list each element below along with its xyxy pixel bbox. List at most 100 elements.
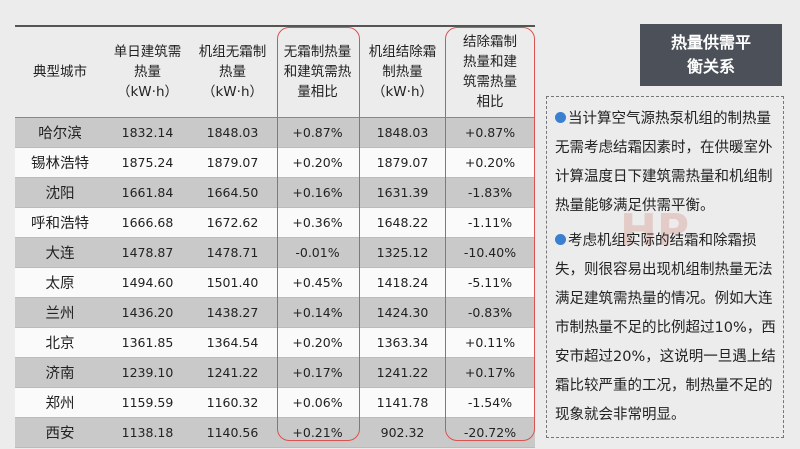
value-cell: 1631.39 (360, 177, 445, 208)
value-cell: -1.11% (445, 207, 535, 238)
value-cell: 1666.68 (105, 207, 190, 238)
value-cell: +0.45% (275, 267, 360, 298)
value-cell: 1160.32 (190, 387, 275, 418)
value-cell: 1879.07 (190, 147, 275, 178)
header-line: （kW·h） (201, 84, 263, 100)
value-cell: 1364.54 (190, 327, 275, 358)
value-cell: +0.87% (445, 117, 535, 148)
bullet (555, 112, 566, 123)
city-cell: 济南 (15, 357, 105, 388)
value-cell: 1664.50 (190, 177, 275, 208)
value-cell: +0.87% (275, 117, 360, 148)
value-cell: 1478.87 (105, 237, 190, 268)
value-cell: +0.06% (275, 387, 360, 418)
header-row: 典型城市 单日建筑需热量 （kW·h） 机组无霜制热量 （kW·h） 无霜制热量和建筑需热… (15, 25, 535, 118)
value-cell: 902.32 (360, 417, 445, 448)
header-cell: 无霜制热量和建筑需热量相比 (275, 25, 360, 118)
city-cell: 兰州 (15, 297, 105, 328)
table-row: 太原 1494.60 1501.40 +0.45% 1418.24 -5.11% (15, 267, 535, 298)
value-cell: 1436.20 (105, 297, 190, 328)
highlight-box (445, 27, 535, 441)
value-cell: -5.11% (445, 267, 535, 298)
table-row: 兰州 1436.20 1438.27 +0.14% 1424.30 -0.83% (15, 297, 535, 328)
value-cell: +0.17% (445, 357, 535, 388)
value-cell: 1478.71 (190, 237, 275, 268)
table-row: 锡林浩特 1875.24 1879.07 +0.20% 1879.07 +0.20% (15, 147, 535, 178)
value-cell: 1501.40 (190, 267, 275, 298)
data-table: 典型城市 单日建筑需热量 （kW·h） 机组无霜制热量 （kW·h） 无霜制热量和建筑需热… (15, 25, 535, 448)
header-line: 热量 (134, 64, 161, 80)
panel-text: 当计算空气源热泵机组的制热量无需考虑结霜因素时，在供暖室外计算温度日下建筑需热量… (546, 96, 784, 438)
value-cell: +0.20% (275, 147, 360, 178)
value-cell: +0.20% (445, 147, 535, 178)
table-row: 郑州 1159.59 1160.32 +0.06% 1141.78 -1.54% (15, 387, 535, 418)
value-cell: +0.20% (275, 327, 360, 358)
header-line: （kW·h） (371, 84, 433, 100)
header-line: 结除霜制 (463, 34, 517, 50)
title-line: 热量供需平 (670, 33, 751, 52)
panel-title: 热量供需平 衡关系 (640, 24, 782, 86)
header-line: 典型城市 (33, 64, 87, 80)
header-line: 热量 (219, 64, 246, 80)
city-cell: 北京 (15, 327, 105, 358)
value-cell: +0.21% (275, 417, 360, 448)
value-cell: 1848.03 (360, 117, 445, 148)
header-line: 相比 (476, 94, 504, 110)
paragraph-text: 当计算空气源热泵机组的制热量无需考虑结霜因素时，在供暖室外计算温度日下建筑需热量… (555, 111, 773, 214)
paragraph: 当计算空气源热泵机组的制热量无需考虑结霜因素时，在供暖室外计算温度日下建筑需热量… (555, 105, 777, 221)
value-cell: 1141.78 (360, 387, 445, 418)
value-cell: 1832.14 (105, 117, 190, 148)
table-row: 沈阳 1661.84 1664.50 +0.16% 1631.39 -1.83% (15, 177, 535, 208)
value-cell: 1418.24 (360, 267, 445, 298)
value-cell: +0.36% (275, 207, 360, 238)
header-cell: 机组无霜制热量 （kW·h） (190, 25, 275, 118)
table-row: 西安 1138.18 1140.56 +0.21% 902.32 -20.72% (15, 417, 535, 448)
header-line: 单日建筑需 (113, 44, 182, 60)
city-cell: 呼和浩特 (15, 207, 105, 238)
header-line: 机组无霜制 (198, 44, 267, 60)
table-row: 呼和浩特 1666.68 1672.62 +0.36% 1648.22 -1.11% (15, 207, 535, 238)
title-line: 衡关系 (686, 57, 735, 76)
header-line: 量相比 (297, 84, 338, 100)
city-cell: 锡林浩特 (15, 147, 105, 178)
value-cell: 1848.03 (190, 117, 275, 148)
value-cell: -0.01% (275, 237, 360, 268)
value-cell: 1494.60 (105, 267, 190, 298)
value-cell: 1140.56 (190, 417, 275, 448)
value-cell: 1159.59 (105, 387, 190, 418)
city-cell: 大连 (15, 237, 105, 268)
value-cell: 1363.34 (360, 327, 445, 358)
value-cell: 1672.62 (190, 207, 275, 238)
value-cell: 1325.12 (360, 237, 445, 268)
city-cell: 哈尔滨 (15, 117, 105, 148)
header-line: 和建筑需热 (283, 64, 352, 80)
value-cell: 1661.84 (105, 177, 190, 208)
value-cell: 1138.18 (105, 417, 190, 448)
value-cell: 1241.22 (360, 357, 445, 388)
value-cell: 1875.24 (105, 147, 190, 178)
header-cell: 典型城市 (15, 25, 105, 118)
table-row: 大连 1478.87 1478.71 -0.01% 1325.12 -10.40% (15, 237, 535, 268)
paragraph-text: 考虑机组实际的结霜和除霜损失，则很容易出现机组制热量无法满足建筑需热量的情况。例… (555, 233, 776, 423)
value-cell: +0.11% (445, 327, 535, 358)
city-cell: 郑州 (15, 387, 105, 418)
value-cell: +0.14% (275, 297, 360, 328)
value-cell: 1424.30 (360, 297, 445, 328)
value-cell: 1241.22 (190, 357, 275, 388)
header-line: 无霜制热量 (283, 44, 352, 60)
value-cell: -1.83% (445, 177, 535, 208)
value-cell: -10.40% (445, 237, 535, 268)
value-cell: -20.72% (445, 417, 535, 448)
header-cell: 结除霜制 热量和建 筑需热量 相比 (445, 25, 535, 118)
value-cell: +0.16% (275, 177, 360, 208)
value-cell: 1648.22 (360, 207, 445, 238)
value-cell: 1438.27 (190, 297, 275, 328)
header-line: 筑需热量 (463, 74, 517, 90)
city-cell: 西安 (15, 417, 105, 448)
paragraph: 考虑机组实际的结霜和除霜损失，则很容易出现机组制热量无法满足建筑需热量的情况。例… (555, 227, 777, 430)
value-cell: 1879.07 (360, 147, 445, 178)
table-row: 济南 1239.10 1241.22 +0.17% 1241.22 +0.17% (15, 357, 535, 388)
header-line: 制热量 (382, 64, 423, 80)
value-cell: -1.54% (445, 387, 535, 418)
